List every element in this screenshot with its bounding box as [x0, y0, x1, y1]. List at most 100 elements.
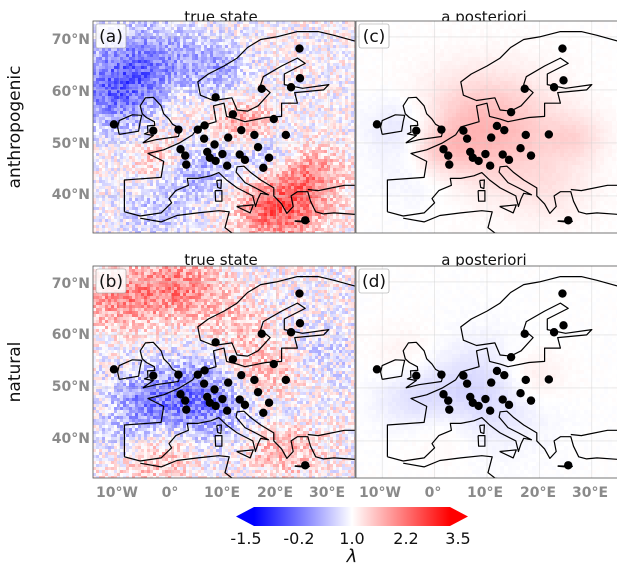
heatmap-cell — [258, 21, 262, 25]
heatmap-cell — [306, 99, 310, 103]
heatmap-cell — [246, 48, 250, 52]
heatmap-cell — [351, 138, 355, 142]
heatmap-cell — [189, 93, 193, 97]
heatmap-cell — [336, 69, 340, 73]
heatmap-cell — [291, 153, 295, 157]
heatmap-cell — [141, 48, 145, 52]
heatmap-cell — [234, 129, 238, 133]
heatmap-cell — [297, 24, 301, 28]
heatmap-cell — [153, 171, 157, 175]
heatmap-cell — [108, 162, 112, 166]
heatmap-cell — [300, 42, 304, 46]
heatmap-cell — [207, 165, 211, 169]
heatmap-cell — [135, 90, 139, 94]
heatmap-cell — [201, 102, 205, 106]
heatmap-cell — [258, 150, 262, 154]
heatmap-cell — [261, 54, 265, 58]
heatmap-cell — [258, 81, 262, 85]
heatmap-cell — [204, 66, 208, 70]
heatmap-cell — [156, 48, 160, 52]
heatmap-cell — [120, 72, 124, 76]
heatmap-cell — [102, 135, 106, 139]
heatmap-cell — [282, 159, 286, 163]
heatmap-cell — [276, 126, 280, 130]
heatmap-cell — [180, 30, 184, 34]
heatmap-cell — [165, 36, 169, 40]
heatmap-cell — [111, 21, 115, 25]
heatmap-cell — [207, 102, 211, 106]
heatmap-cell — [246, 171, 250, 175]
heatmap-cell — [303, 27, 307, 31]
heatmap-cell — [153, 183, 157, 187]
heatmap-cell — [123, 60, 127, 64]
heatmap-cell — [192, 87, 196, 91]
heatmap-cell — [114, 90, 118, 94]
heatmap-cell — [330, 150, 334, 154]
heatmap-cell — [192, 75, 196, 79]
heatmap-cell — [216, 90, 220, 94]
heatmap-cell — [126, 99, 130, 103]
heatmap-cell — [150, 99, 154, 103]
heatmap-cell — [168, 87, 172, 91]
heatmap-cell — [273, 168, 277, 172]
heatmap-cell — [279, 144, 283, 148]
heatmap-cell — [174, 117, 178, 121]
heatmap-cell — [315, 60, 319, 64]
heatmap-cell — [186, 66, 190, 70]
heatmap-cell — [273, 60, 277, 64]
heatmap-cell — [243, 81, 247, 85]
heatmap-cell — [96, 57, 100, 61]
heatmap-cell — [237, 84, 241, 88]
heatmap-cell — [321, 33, 325, 37]
heatmap-cell — [219, 57, 223, 61]
heatmap-cell — [123, 114, 127, 118]
heatmap-cell — [213, 186, 217, 190]
heatmap-cell — [159, 90, 163, 94]
heatmap-cell — [138, 186, 142, 190]
heatmap-cell — [249, 102, 253, 106]
heatmap-cell — [183, 114, 187, 118]
heatmap-cell — [294, 21, 298, 25]
heatmap-cell — [279, 174, 283, 178]
heatmap-cell — [147, 87, 151, 91]
heatmap-cell — [303, 138, 307, 142]
heatmap-cell — [150, 138, 154, 142]
heatmap-cell — [132, 117, 136, 121]
heatmap-cell — [300, 144, 304, 148]
heatmap-cell — [294, 168, 298, 172]
heatmap-cell — [333, 69, 337, 73]
heatmap-cell — [321, 168, 325, 172]
heatmap-cell — [207, 54, 211, 58]
heatmap-cell — [333, 114, 337, 118]
heatmap-cell — [135, 162, 139, 166]
heatmap-cell — [273, 105, 277, 109]
heatmap-cell — [330, 132, 334, 136]
heatmap-cell — [252, 165, 256, 169]
heatmap-cell — [297, 84, 301, 88]
heatmap-cell — [126, 135, 130, 139]
heatmap-cell — [318, 144, 322, 148]
heatmap-cell — [102, 147, 106, 151]
heatmap-cell — [201, 60, 205, 64]
heatmap-cell — [297, 33, 301, 37]
heatmap-cell — [240, 135, 244, 139]
heatmap-cell — [303, 96, 307, 100]
heatmap-cell — [150, 171, 154, 175]
heatmap-cell — [165, 135, 169, 139]
heatmap-cell — [108, 81, 112, 85]
heatmap-cell — [336, 168, 340, 172]
heatmap-cell — [273, 54, 277, 58]
heatmap-cell — [174, 63, 178, 67]
heatmap-cell — [324, 129, 328, 133]
heatmap-cell — [231, 30, 235, 34]
heatmap-cell — [147, 60, 151, 64]
heatmap-cell — [303, 162, 307, 166]
heatmap-cell — [324, 153, 328, 157]
heatmap-cell — [240, 90, 244, 94]
heatmap-cell — [252, 171, 256, 175]
heatmap-cell — [249, 180, 253, 184]
heatmap-cell — [252, 117, 256, 121]
heatmap-cell — [348, 159, 352, 163]
heatmap-cell — [120, 135, 124, 139]
heatmap-cell — [165, 159, 169, 163]
